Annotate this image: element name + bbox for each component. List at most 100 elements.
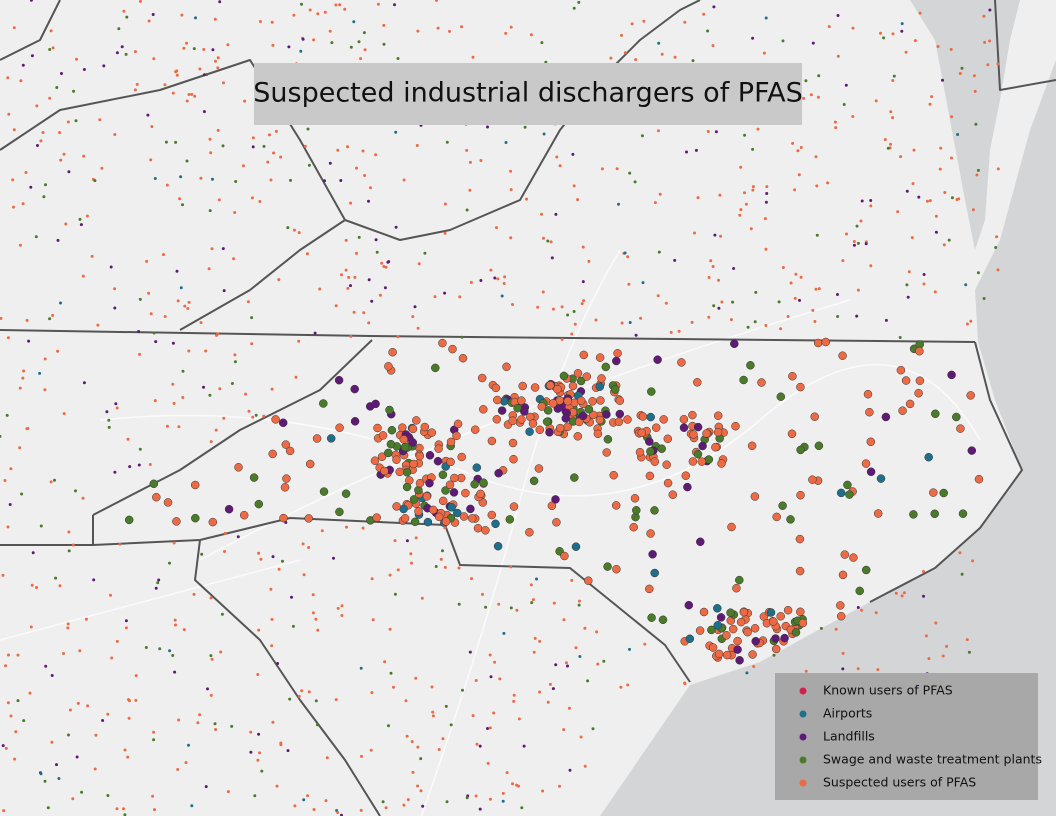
facility-dot xyxy=(548,682,552,686)
facility-dot xyxy=(555,423,565,433)
facility-dot xyxy=(771,644,781,654)
facility-dot xyxy=(301,542,305,546)
facility-dot xyxy=(677,358,686,367)
facility-dot xyxy=(530,383,540,392)
facility-dot xyxy=(572,184,576,188)
facility-dot xyxy=(584,576,593,585)
legend-swatch xyxy=(799,779,807,787)
facility-dot xyxy=(153,808,156,812)
facility-dot xyxy=(336,811,340,814)
facility-dot xyxy=(707,276,711,279)
facility-dot xyxy=(430,685,434,689)
facility-dot xyxy=(650,457,660,466)
facility-dot xyxy=(711,442,720,452)
facility-dot xyxy=(973,89,977,93)
facility-dot xyxy=(5,413,9,417)
facility-dot xyxy=(413,305,417,309)
facility-dot xyxy=(58,131,62,135)
facility-dot xyxy=(66,626,70,630)
facility-dot xyxy=(127,716,131,720)
facility-dot xyxy=(619,685,623,689)
facility-dot xyxy=(957,197,961,201)
facility-dot xyxy=(233,353,237,357)
facility-dot xyxy=(964,283,968,287)
facility-dot xyxy=(125,15,129,19)
facility-dot xyxy=(536,305,540,309)
facility-dot xyxy=(663,434,673,444)
facility-dot xyxy=(793,296,797,300)
facility-dot xyxy=(855,224,859,228)
facility-dot xyxy=(570,473,579,482)
facility-dot xyxy=(511,782,514,786)
facility-dot xyxy=(571,152,575,156)
facility-dot xyxy=(786,315,790,318)
facility-dot xyxy=(276,662,280,665)
facility-dot xyxy=(865,407,874,417)
facility-dot xyxy=(239,510,249,520)
facility-dot xyxy=(452,431,461,441)
facility-dot xyxy=(85,214,89,218)
facility-dot xyxy=(874,611,878,615)
facility-dot xyxy=(345,525,348,529)
facility-dot xyxy=(788,371,797,381)
facility-dot xyxy=(603,562,612,571)
facility-dot xyxy=(154,586,158,590)
facility-dot xyxy=(301,37,305,41)
facility-dot xyxy=(833,120,837,124)
facility-dot xyxy=(361,149,365,153)
facility-dot xyxy=(75,57,78,61)
facility-dot xyxy=(434,444,443,453)
facility-dot xyxy=(6,525,10,529)
facility-dot xyxy=(107,425,111,429)
facility-dot xyxy=(814,287,818,291)
facility-dot xyxy=(311,611,315,615)
facility-dot xyxy=(367,321,371,325)
facility-dot xyxy=(419,757,423,761)
facility-dot xyxy=(416,326,420,330)
facility-dot xyxy=(481,592,484,596)
facility-dot xyxy=(469,280,473,284)
facility-dot xyxy=(269,178,273,182)
facility-dot xyxy=(214,59,217,63)
facility-dot xyxy=(602,448,611,457)
facility-dot xyxy=(349,334,353,338)
facility-dot xyxy=(222,289,226,293)
facility-dot xyxy=(610,385,620,394)
facility-dot xyxy=(470,577,473,581)
facility-dot xyxy=(465,148,469,152)
facility-dot xyxy=(18,243,22,247)
facility-dot xyxy=(783,605,793,615)
facility-dot xyxy=(938,167,942,171)
facility-dot xyxy=(617,202,620,206)
facility-dot xyxy=(583,764,587,768)
facility-dot xyxy=(650,506,659,515)
facility-dot xyxy=(398,423,407,432)
facility-dot xyxy=(947,370,956,380)
facility-dot xyxy=(75,755,79,759)
facility-dot xyxy=(502,631,506,635)
facility-dot xyxy=(377,452,387,461)
facility-dot xyxy=(645,471,655,481)
facility-dot xyxy=(628,647,631,651)
facility-dot xyxy=(82,68,86,71)
facility-dot xyxy=(751,185,755,189)
facility-dot xyxy=(26,427,30,430)
facility-dot xyxy=(753,320,757,324)
facility-dot xyxy=(375,250,379,254)
facility-dot xyxy=(443,202,447,206)
facility-dot xyxy=(478,807,482,811)
facility-dot xyxy=(209,596,213,600)
facility-dot xyxy=(641,281,645,285)
facility-dot xyxy=(738,213,742,217)
facility-dot xyxy=(35,104,39,108)
facility-dot xyxy=(713,427,723,437)
facility-dot xyxy=(293,804,297,808)
facility-dot xyxy=(62,652,65,655)
facility-dot xyxy=(330,41,334,45)
facility-dot xyxy=(802,96,806,100)
facility-dot xyxy=(891,79,895,82)
facility-dot xyxy=(280,483,290,492)
facility-dot xyxy=(836,488,846,498)
facility-dot xyxy=(811,41,815,45)
legend: Known users of PFAS Airports Landfills Swag… xyxy=(775,673,1042,800)
